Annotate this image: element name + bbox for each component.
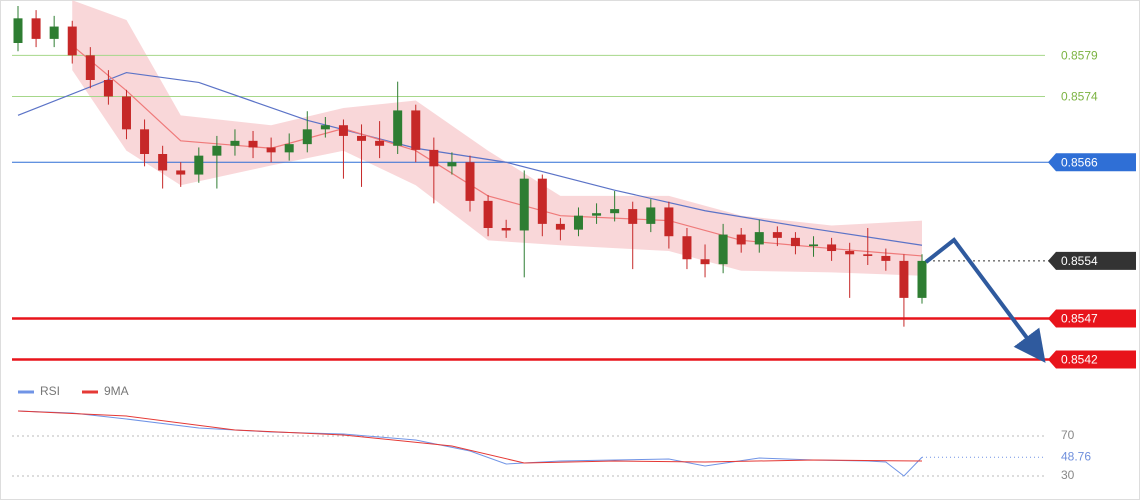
candle-body [754, 232, 764, 245]
candle-body [338, 125, 348, 136]
candle-body [393, 110, 403, 146]
candle-body [194, 155, 204, 175]
candle-body [700, 259, 710, 265]
candle-body [13, 18, 23, 43]
candle-body [302, 129, 312, 145]
candle-body [375, 140, 385, 146]
candle-body [176, 170, 186, 175]
candle-body [320, 125, 330, 130]
candle-body [845, 251, 855, 255]
candle-body [555, 223, 565, 230]
candle-body [809, 244, 819, 247]
candle-body [266, 147, 276, 153]
candle-body [628, 209, 638, 224]
candle-body [592, 213, 602, 216]
forecast-arrow [924, 237, 1046, 363]
price-label: 0.8542 [1061, 353, 1098, 367]
candle-body [140, 129, 150, 154]
price-label: 0.8574 [1061, 90, 1098, 104]
bollinger-band [72, 0, 923, 276]
candle-body [537, 178, 547, 224]
candle-body [483, 200, 493, 228]
legend-label: 9MA [104, 384, 129, 398]
candle-body [664, 207, 674, 237]
candle-body [67, 26, 77, 56]
candle-body [85, 55, 95, 80]
candle-body [899, 260, 909, 298]
candle-body [411, 110, 421, 150]
candle-body [284, 144, 294, 153]
candle-body [429, 149, 439, 167]
candle-body [501, 228, 511, 231]
candle-body [248, 140, 258, 148]
candle-body [230, 140, 240, 146]
candle-body [49, 26, 59, 39]
candle-body [447, 162, 457, 167]
candle-body [881, 255, 891, 261]
price-label: 0.8566 [1061, 155, 1098, 169]
candle-body [827, 244, 837, 252]
rsi-line [17, 410, 923, 464]
candle-body [573, 215, 583, 230]
candle-body [736, 234, 746, 245]
candle-body [917, 260, 927, 298]
legend-label: RSI [40, 384, 60, 398]
candle-body [772, 232, 782, 238]
candle-body [790, 237, 800, 247]
candle-body [103, 80, 113, 97]
candle-body [121, 96, 131, 130]
candle-body [465, 162, 475, 201]
price-tag [1048, 251, 1136, 270]
price-tag [1048, 153, 1136, 172]
moving-average [17, 71, 923, 246]
rsi-tick-label: 70 [1061, 428, 1075, 442]
price-tag [1048, 309, 1136, 328]
candle-body [158, 154, 168, 171]
candle-body [646, 207, 656, 224]
candle-body [610, 209, 620, 214]
price-label: 0.8554 [1061, 254, 1098, 268]
candle-body [682, 236, 692, 260]
rsi-current-label: 48.76 [1061, 449, 1091, 463]
candle-body [31, 18, 41, 39]
price-tag [1048, 350, 1136, 369]
rsi-tick-label: 30 [1061, 468, 1075, 482]
candle-body [519, 178, 529, 231]
candle-body [357, 135, 367, 141]
candle-body [718, 234, 728, 265]
candle-body [212, 145, 222, 156]
price-label: 0.8579 [1061, 49, 1098, 63]
candle-body [863, 254, 873, 256]
price-label: 0.8547 [1061, 312, 1098, 326]
